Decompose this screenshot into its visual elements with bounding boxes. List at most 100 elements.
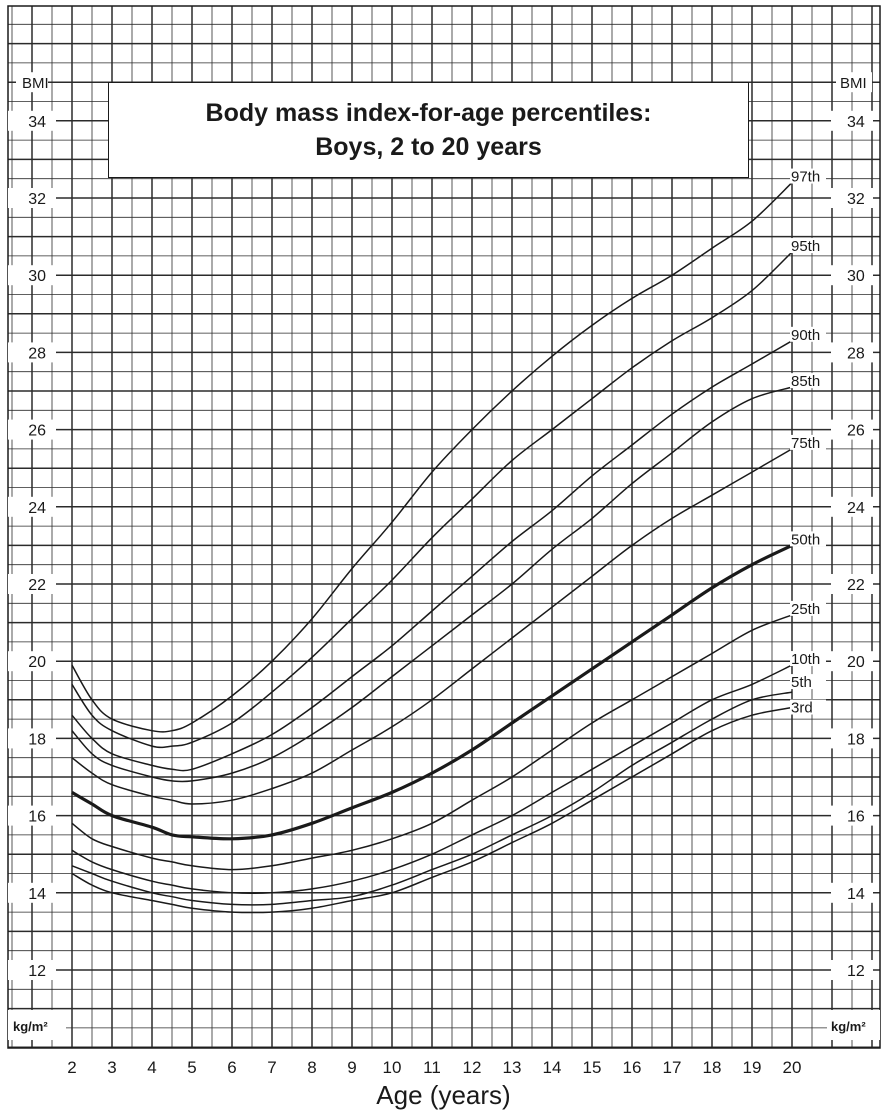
y-tick-label: 12 [28, 963, 46, 980]
y-axis-title-bg [16, 72, 48, 93]
y-tick-label-bg [8, 496, 56, 517]
y-tick-label-bg [8, 265, 56, 286]
percentile-curve-3rd [71, 706, 793, 914]
x-axis-title: Age (years) [376, 1080, 511, 1110]
x-tick-label: 9 [347, 1058, 356, 1077]
percentile-label-75th: 75th [791, 435, 820, 452]
y-tick-label: 34 [28, 114, 46, 131]
y-tick-label-bg [8, 805, 56, 826]
grid-lines [8, 6, 880, 1048]
y-tick-label-bg [831, 496, 873, 517]
x-tick-label: 6 [227, 1058, 236, 1077]
percentile-curves [71, 182, 793, 914]
y-tick-label: 28 [847, 345, 865, 362]
chart-subtitle: Boys, 2 to 20 years [315, 133, 542, 161]
y-tick-label: 26 [847, 423, 865, 440]
percentile-label-50th: 50th [791, 531, 820, 548]
y-tick-label: 20 [28, 654, 46, 671]
x-tick-label: 12 [463, 1058, 482, 1077]
x-tick-label: 18 [703, 1058, 722, 1077]
percentile-label-bg [790, 434, 826, 450]
percentile-label-97th: 97th [791, 169, 820, 186]
y-tick-label: 14 [28, 886, 46, 903]
y-tick-label: 32 [847, 191, 865, 208]
y-tick-label: 30 [28, 268, 46, 285]
y-tick-label: 18 [847, 731, 865, 748]
y-tick-label-bg [8, 882, 56, 903]
y-tick-label-bg [831, 188, 873, 208]
y-tick-label-bg [831, 805, 873, 826]
y-axis-title-left: BMI [22, 75, 49, 92]
percentile-curve-10th [71, 664, 793, 894]
chart-title: Body mass index-for-age percentiles: [205, 99, 652, 127]
percentile-label-bg [790, 674, 826, 690]
x-tick-label: 3 [107, 1058, 116, 1077]
percentile-label-bg [790, 600, 826, 616]
y-tick-label: 26 [28, 423, 46, 440]
y-tick-label-bg [831, 265, 873, 286]
y-tick-label: 14 [847, 886, 865, 903]
y-tick-label-bg [8, 651, 56, 672]
chart-frame [7, 5, 881, 1049]
y-tick-label: 28 [28, 345, 46, 362]
y-tick-label: 24 [28, 500, 46, 517]
x-tick-label: 16 [623, 1058, 642, 1077]
x-tick-label: 2 [67, 1058, 76, 1077]
chart-title-box: Body mass index-for-age percentiles: Boy… [108, 82, 749, 178]
y-tick-label: 20 [847, 654, 865, 671]
x-tick-label: 5 [187, 1058, 196, 1077]
percentile-curve-90th [71, 340, 793, 772]
percentile-label-bg [790, 373, 826, 389]
y-tick-label-bg [831, 419, 873, 440]
x-tick-label: 8 [307, 1058, 316, 1077]
y-tick-label: 16 [28, 809, 46, 826]
y-axis-title-right: BMI [840, 75, 867, 92]
y-tick-label-bg [8, 574, 56, 594]
percentile-label-bg [790, 326, 826, 342]
y-tick-label-bg [8, 419, 56, 440]
percentile-curve-97th [71, 182, 793, 733]
percentile-label-25th: 25th [791, 601, 820, 618]
y-tick-label-bg [8, 188, 56, 208]
x-tick-label: 20 [783, 1058, 802, 1077]
y-unit-label-bg [827, 1010, 880, 1040]
y-tick-label: 34 [847, 114, 865, 131]
y-unit-label: kg/m² [13, 1019, 48, 1034]
percentile-curve-5th [71, 691, 793, 906]
y-tick-label: 12 [847, 963, 865, 980]
y-tick-label-bg [831, 110, 873, 131]
x-tick-label: 13 [503, 1058, 522, 1077]
y-tick-label-bg [831, 882, 873, 903]
x-tick-label: 4 [147, 1058, 156, 1077]
x-tick-label: 7 [267, 1058, 276, 1077]
y-tick-label-bg [831, 728, 873, 749]
y-tick-label-bg [831, 960, 873, 980]
x-tick-label: 17 [663, 1058, 682, 1077]
y-tick-label-bg [831, 342, 873, 363]
x-tick-label: 10 [383, 1058, 402, 1077]
percentile-label-bg [790, 699, 826, 715]
y-tick-label-bg [831, 651, 873, 672]
y-unit-label: kg/m² [831, 1019, 866, 1034]
y-tick-label: 18 [28, 731, 46, 748]
y-tick-label: 32 [28, 191, 46, 208]
y-unit-label-bg [8, 1010, 66, 1040]
y-tick-label-bg [831, 574, 873, 594]
x-axis-ticks: 2 3 4 5 6 7 8 9 10 11 12 13 14 15 16 17 18 19 20 [67, 1058, 801, 1077]
x-tick-label: 11 [423, 1058, 441, 1077]
percentile-label-bg [790, 651, 826, 667]
percentile-label-bg [790, 531, 826, 547]
percentile-label-85th: 85th [791, 373, 820, 390]
percentile-curve-75th [71, 448, 793, 805]
x-tick-label: 15 [583, 1058, 602, 1077]
x-tick-label: 14 [543, 1058, 562, 1077]
y-axis-ticks: 12 12 14 14 16 16 18 18 20 20 22 22 24 24 26 26 28 28 30 30… [8, 72, 880, 1040]
y-axis-title-bg [836, 72, 872, 93]
percentile-label-10th: 10th [791, 651, 820, 668]
percentile-label-95th: 95th [791, 238, 820, 255]
percentile-label-5th: 5th [791, 674, 812, 691]
y-tick-label: 24 [847, 500, 865, 517]
percentile-label-bg [790, 168, 826, 184]
y-tick-label-bg [8, 728, 56, 749]
